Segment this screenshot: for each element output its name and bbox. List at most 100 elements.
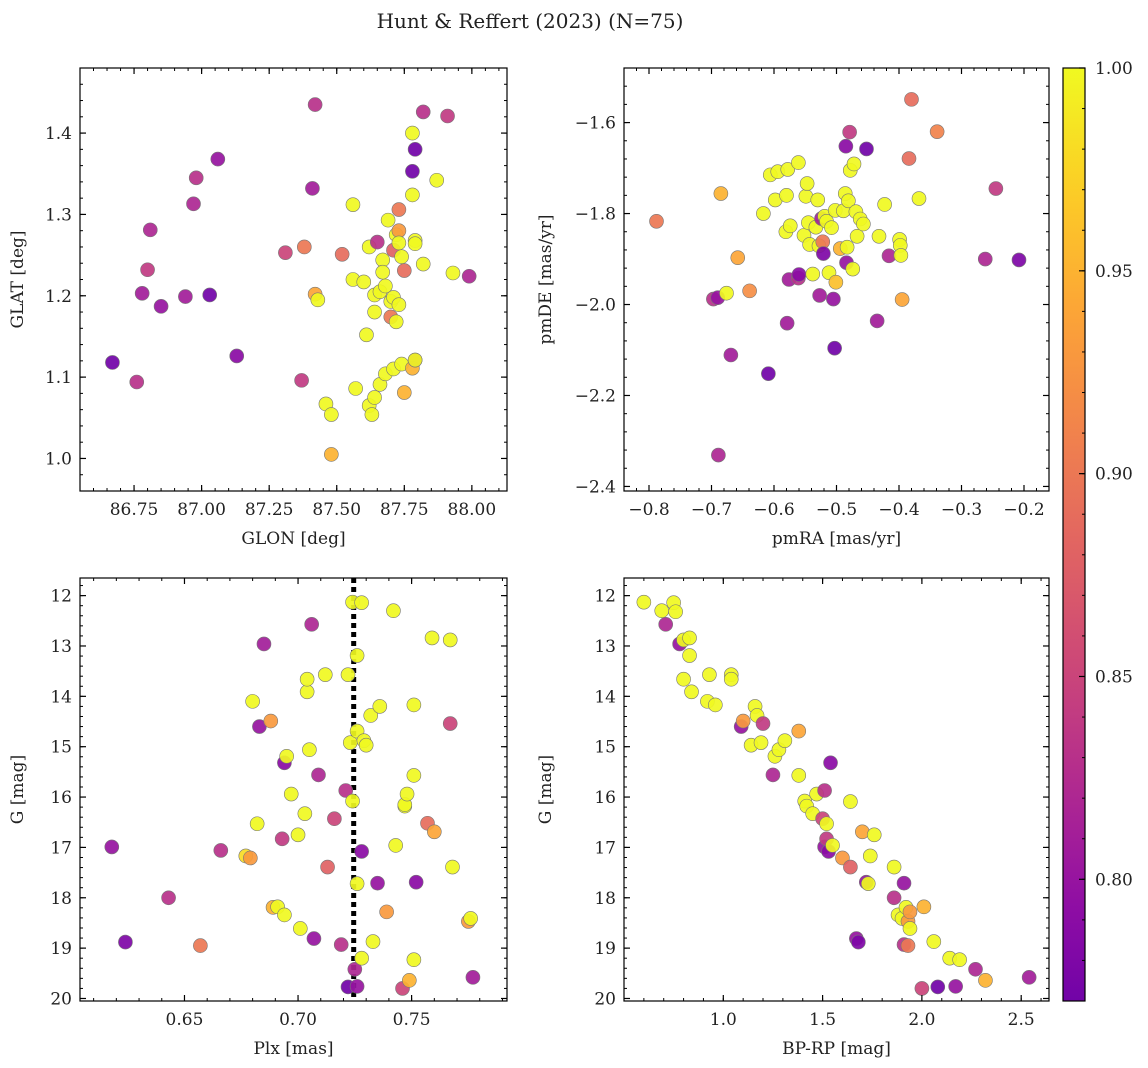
x-tick-label: −0.4 (878, 500, 919, 520)
data-point (279, 748, 294, 764)
data-point (463, 911, 478, 926)
data-point (682, 630, 697, 646)
data-point (839, 239, 855, 255)
data-point (866, 827, 882, 843)
colorbar-tick-label: 0.90 (1095, 465, 1133, 485)
y-tick-label: 1.2 (45, 287, 72, 307)
data-point (1021, 970, 1037, 985)
data-point (379, 904, 394, 920)
data-point (791, 723, 807, 739)
data-point (370, 875, 385, 891)
x-tick-label: 1.0 (710, 1010, 737, 1030)
panel-glon-glat: 86.75 87.00 87.25 87.50 87.75 88.00 1.0 1.1 1.2 1… (8, 67, 508, 549)
data-point (320, 859, 335, 875)
data-point (886, 890, 902, 906)
panel-bprp-g: 1.0 1.5 2.0 2.5 12 13 14 15 16 17 18 19 20 BP-RP [mag… (536, 577, 1050, 1059)
y-tick-label: 12 (50, 587, 72, 607)
data-point (723, 671, 739, 687)
data-point (424, 630, 440, 646)
data-point (461, 268, 477, 284)
data-point (1011, 252, 1027, 268)
data-point (846, 156, 862, 172)
data-point (399, 786, 415, 802)
data-point (465, 970, 481, 985)
data-point (827, 340, 842, 356)
x-tick-label: −0.7 (691, 500, 732, 520)
data-point (306, 931, 322, 946)
data-point (904, 92, 919, 107)
y-axis-label: G [mag] (536, 755, 556, 824)
axes-frame (79, 577, 508, 1002)
data-point (753, 735, 769, 750)
colorbar: 0.80 0.85 0.90 0.95 1.00 (1062, 59, 1133, 1002)
data-point (968, 961, 983, 977)
data-point (916, 899, 932, 915)
data-point (349, 979, 365, 994)
data-point (877, 197, 892, 212)
colorbar-tick-label: 1.00 (1095, 59, 1133, 79)
data-point (397, 385, 412, 400)
data-point (188, 170, 204, 186)
data-point (299, 684, 315, 700)
data-point (324, 407, 339, 422)
data-point (842, 124, 857, 140)
x-tick-label: 88.00 (448, 500, 497, 520)
data-point (359, 327, 374, 343)
data-point (684, 684, 699, 700)
data-point (719, 285, 734, 301)
data-point (977, 251, 993, 267)
data-point (742, 283, 757, 299)
data-point (886, 859, 902, 875)
y-tick-label: 19 (594, 939, 616, 959)
data-point (297, 806, 313, 821)
x-tick-label: −0.2 (1003, 500, 1044, 520)
data-point (345, 197, 361, 212)
data-point (105, 355, 120, 370)
plots: 86.75 87.00 87.25 87.50 87.75 88.00 1.0 1.1 1.2 1… (8, 67, 1050, 1059)
data-point (823, 755, 838, 771)
data-point (302, 742, 317, 758)
x-tick-label: 86.75 (110, 500, 159, 520)
data-point (249, 816, 265, 832)
data-point (245, 694, 260, 709)
y-tick-label: 14 (594, 687, 616, 707)
y-axis-label: G [mag] (8, 755, 28, 824)
data-point (713, 186, 729, 201)
data-point (978, 973, 993, 988)
data-point (380, 212, 396, 228)
data-point (142, 222, 158, 238)
data-point (779, 315, 795, 331)
data-point (799, 176, 815, 191)
x-tick-label: 87.25 (245, 500, 294, 520)
data-point (304, 617, 319, 632)
data-point (186, 196, 201, 212)
data-point (243, 850, 258, 866)
data-point (682, 648, 697, 663)
data-point (930, 979, 946, 995)
data-point (333, 937, 349, 952)
data-point (213, 843, 229, 858)
figure-title: Hunt & Reffert (2023) (N=75) (377, 9, 684, 33)
data-point (340, 667, 356, 682)
colorbar-tick-label: 0.85 (1095, 667, 1133, 687)
data-point (391, 202, 407, 217)
data-point (407, 142, 423, 157)
data-point (388, 314, 404, 330)
y-tick-label: −1.6 (575, 114, 616, 134)
data-point (311, 767, 326, 783)
data-point (134, 286, 150, 301)
data-point (860, 876, 876, 891)
data-point (256, 636, 272, 652)
data-point (408, 874, 424, 890)
data-point (391, 235, 407, 251)
data-point (140, 262, 155, 278)
data-point (345, 793, 360, 809)
data-point (118, 934, 133, 950)
data-point (676, 671, 691, 687)
y-axis-label: pmDE [mas/yr] (536, 214, 556, 344)
data-point (278, 245, 293, 260)
data-point (851, 934, 866, 950)
data-point (782, 218, 798, 234)
data-point (415, 256, 431, 272)
